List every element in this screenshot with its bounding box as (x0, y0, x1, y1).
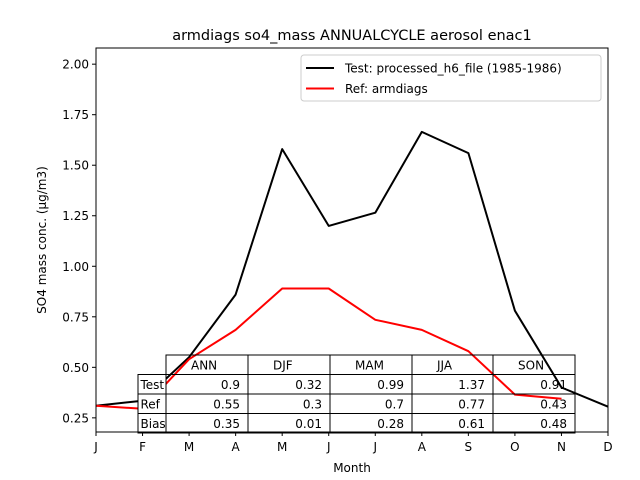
table-header-cell (411, 354, 494, 375)
x-tick-label: S (465, 440, 473, 454)
table-cell-value: 0.7 (385, 398, 404, 412)
table-cell-value: 0.99 (377, 378, 404, 392)
table-cell-value: 0.48 (540, 417, 567, 431)
table-cell-value: 0.55 (213, 398, 240, 412)
table-row-label: Ref (141, 398, 161, 412)
y-tick-label: 1.75 (62, 108, 89, 122)
y-tick-label: 2.00 (62, 58, 89, 72)
table-cell-value: 0.3 (303, 398, 322, 412)
y-tick-label: 1.00 (62, 260, 89, 274)
series-line-test (95, 130, 609, 408)
x-tick-label: F (139, 440, 146, 454)
series-lines (95, 130, 609, 410)
table-cell (492, 413, 576, 434)
y-axis-label: SO4 mass conc. (µg/m3) (35, 166, 49, 314)
stats-table: ANN DJF MAM JJA SON Test 0.9 0.32 0.99 1.37 0.91 Re… (137, 354, 576, 434)
table-column-header: SON (518, 359, 544, 373)
legend-label: Test: processed_h6_file (1985-1986) (344, 62, 562, 76)
plot-area-frame (95, 47, 609, 433)
x-tick-label: J (372, 440, 377, 454)
x-tick-label: M (184, 440, 194, 454)
x-tick-label: D (603, 440, 612, 454)
chart-title: armdiags so4_mass ANNUALCYCLE aerosol en… (172, 28, 532, 44)
table-cell-value: 0.35 (213, 417, 240, 431)
legend: Test: processed_h6_file (1985-1986) Ref: … (300, 54, 602, 102)
x-tick-label: J (326, 440, 331, 454)
table-cell-value: 0.43 (540, 398, 567, 412)
table-cell-value: 0.9 (221, 378, 240, 392)
table-column-header: ANN (191, 359, 217, 373)
table-row-label: Bias (141, 417, 166, 431)
table-cell-value: 0.91 (540, 378, 567, 392)
x-tick-label: J (93, 440, 98, 454)
table-cell-value: 0.28 (377, 417, 404, 431)
x-tick-label: A (232, 440, 241, 454)
table-cell-value: 0.77 (458, 398, 485, 412)
y-tick-label: 1.25 (62, 209, 89, 223)
table-cell-value: 1.37 (458, 378, 485, 392)
legend-box (300, 54, 602, 102)
y-tick-label: 0.50 (62, 361, 89, 375)
x-axis-label: Month (333, 461, 371, 475)
table-column-header: DJF (273, 359, 293, 373)
legend-label: Ref: armdiags (345, 82, 428, 96)
x-tick-label: O (510, 440, 519, 454)
table-column-header: JJA (436, 359, 453, 373)
x-tick-label: A (418, 440, 427, 454)
table-cell-value: 0.01 (295, 417, 322, 431)
y-tick-label: 1.50 (62, 159, 89, 173)
y-tick-label: 0.25 (62, 411, 89, 425)
series-line-ref (95, 287, 562, 410)
y-tick-label: 0.75 (62, 310, 89, 324)
table-cell-value: 0.61 (458, 417, 485, 431)
table-column-header: MAM (355, 359, 384, 373)
table-row-label: Test (140, 378, 165, 392)
axis-ticks: J F M A M J J A S O N D0.250.500.751.001.251.501.75… (62, 58, 612, 454)
x-tick-label: N (557, 440, 566, 454)
x-tick-label: M (277, 440, 287, 454)
table-cell-value: 0.32 (295, 378, 322, 392)
